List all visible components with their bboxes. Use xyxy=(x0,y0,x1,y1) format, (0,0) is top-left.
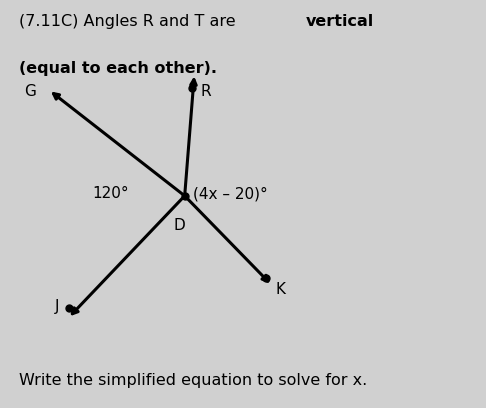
Text: (equal to each other).: (equal to each other). xyxy=(19,61,217,76)
Text: D: D xyxy=(174,218,186,233)
Text: vertical: vertical xyxy=(306,14,374,29)
Text: G: G xyxy=(25,84,36,99)
Text: 120°: 120° xyxy=(92,186,129,201)
Text: (7.11C) Angles R and T are: (7.11C) Angles R and T are xyxy=(19,14,241,29)
Text: (4x – 20)°: (4x – 20)° xyxy=(193,186,268,201)
Text: R: R xyxy=(201,84,211,99)
Text: Write the simplified equation to solve for x.: Write the simplified equation to solve f… xyxy=(19,373,368,388)
Text: K: K xyxy=(275,282,285,297)
Text: J: J xyxy=(55,299,60,313)
